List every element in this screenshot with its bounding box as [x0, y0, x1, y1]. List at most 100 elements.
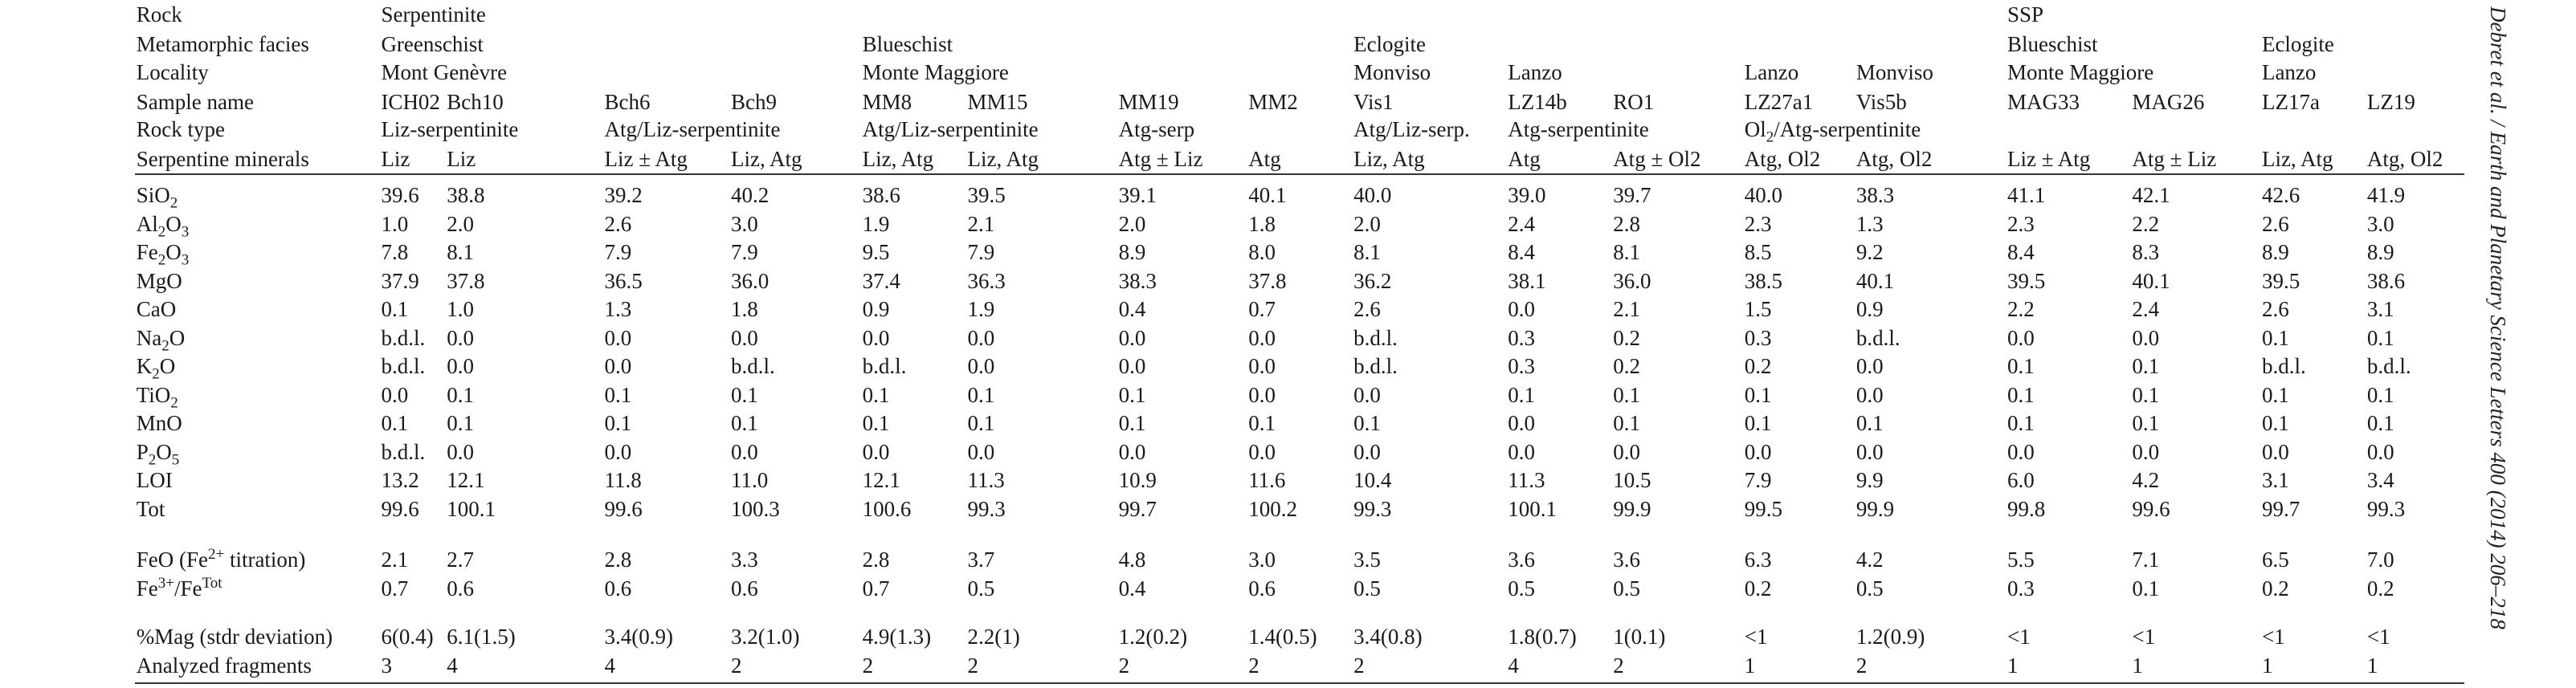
- data-cell: 8.9: [1118, 240, 1146, 265]
- data-cell: 2.3: [1744, 211, 1772, 236]
- data-cell: 0.6: [1248, 576, 1276, 600]
- data-cell: 3.1: [2366, 297, 2394, 322]
- row-label: TiO2: [136, 381, 178, 410]
- data-cell: 1: [1744, 653, 1756, 678]
- data-cell: 0.0: [1855, 382, 1884, 407]
- header-cell: Liz-serpentinite: [381, 117, 519, 142]
- data-cell: <1: [2261, 625, 2285, 649]
- data-cell: 0.2: [1744, 576, 1772, 600]
- header-cell: Serpentinite: [381, 2, 486, 27]
- data-cell: 6.0: [2007, 468, 2035, 493]
- data-cell: 0.0: [447, 325, 474, 350]
- data-cell: 36.5: [604, 268, 643, 293]
- data-cell: 99.3: [2366, 496, 2406, 521]
- text-part: 2: [148, 451, 157, 469]
- text-part: TiO: [136, 382, 171, 407]
- data-cell: 8.9: [2261, 240, 2289, 265]
- data-cell: b.d.l.: [381, 439, 426, 464]
- data-cell: 0.3: [2007, 576, 2035, 600]
- data-cell: 11.3: [967, 468, 1005, 493]
- header-cell: Ol2/Atg-serpentinite: [1745, 116, 1921, 145]
- data-cell: 36.0: [1613, 268, 1651, 293]
- data-cell: 0.1: [731, 411, 758, 436]
- row-label: Rock: [136, 2, 182, 27]
- header-cell: ICH02: [381, 89, 440, 114]
- data-cell: 37.8: [447, 268, 485, 293]
- text-part: Tot: [202, 574, 222, 592]
- header-cell: Atg, Ol2: [2366, 147, 2443, 172]
- data-cell: 99.6: [381, 496, 419, 521]
- data-cell: 41.1: [2007, 183, 2046, 208]
- data-cell: 0.1: [2366, 325, 2394, 350]
- data-cell: 2.4: [2132, 297, 2160, 322]
- data-cell: 99.7: [2261, 496, 2300, 521]
- data-cell: 39.0: [1508, 183, 1546, 208]
- data-cell: 0.0: [967, 325, 995, 350]
- data-cell: 2.8: [862, 548, 890, 572]
- text-part: /Atg-serpentinite: [1774, 117, 1921, 142]
- data-cell: 1: [2261, 653, 2273, 678]
- data-cell: 0.0: [862, 439, 890, 464]
- data-cell: 39.5: [2007, 268, 2046, 293]
- data-cell: 0.1: [381, 411, 409, 436]
- table-rule: [135, 682, 2464, 684]
- data-cell: 42.1: [2132, 183, 2170, 208]
- data-cell: 0.1: [862, 382, 890, 407]
- data-cell: 0.2: [1613, 354, 1640, 379]
- header-cell: Eclogite: [2261, 32, 2334, 57]
- data-cell: 38.3: [1855, 183, 1895, 208]
- header-cell: Atg/Liz-serpentinite: [862, 117, 1039, 142]
- data-cell: 38.6: [2366, 268, 2406, 293]
- data-cell: 0.1: [2366, 382, 2394, 407]
- data-cell: 100.2: [1248, 496, 1297, 521]
- header-cell: Bch6: [604, 89, 651, 114]
- data-cell: b.d.l.: [2261, 354, 2306, 379]
- data-cell: 0.0: [447, 439, 474, 464]
- data-cell: 0.5: [1508, 576, 1536, 600]
- header-cell: MAG26: [2132, 89, 2205, 114]
- data-cell: 1.8(0.7): [1508, 625, 1577, 649]
- data-cell: 37.4: [862, 268, 900, 293]
- data-cell: b.d.l.: [381, 325, 426, 350]
- data-cell: 0.5: [1353, 576, 1381, 600]
- text-part: 2: [169, 194, 178, 212]
- data-cell: 3.4(0.9): [604, 625, 674, 649]
- data-cell: 2.6: [2261, 297, 2289, 322]
- data-cell: 0.2: [2261, 576, 2289, 600]
- data-cell: 0.1: [1118, 411, 1146, 436]
- text-part: Fe: [136, 576, 158, 600]
- data-cell: 1.3: [1855, 211, 1884, 236]
- data-cell: 0.0: [1508, 411, 1536, 436]
- text-part: titration): [224, 548, 306, 572]
- data-cell: 1.0: [447, 297, 474, 322]
- data-cell: 0.1: [2261, 382, 2289, 407]
- data-cell: 37.9: [381, 268, 419, 293]
- data-cell: 2.2(1): [967, 625, 1020, 649]
- data-cell: 0.1: [447, 411, 474, 436]
- data-cell: 100.1: [1508, 496, 1557, 521]
- header-cell: Atg/Liz-serpentinite: [604, 117, 781, 142]
- data-cell: 12.1: [447, 468, 485, 493]
- header-cell: Mont Genèvre: [381, 59, 508, 84]
- row-label: Rock type: [136, 117, 225, 142]
- header-cell: LZ14b: [1508, 89, 1567, 114]
- data-cell: 1: [2007, 653, 2019, 678]
- header-cell: Lanzo: [1744, 59, 1799, 84]
- data-cell: 0.1: [447, 382, 474, 407]
- header-cell: LZ27a1: [1744, 89, 1814, 114]
- data-cell: 0.1: [2366, 411, 2394, 436]
- data-cell: 0.1: [1744, 411, 1772, 436]
- data-cell: 0.1: [604, 411, 632, 436]
- data-cell: 4: [447, 653, 458, 678]
- data-cell: 0.1: [2132, 576, 2160, 600]
- row-label: Na2O: [137, 324, 185, 353]
- header-cell: Liz, Atg: [2261, 147, 2333, 172]
- row-label: SiO2: [137, 181, 178, 212]
- data-cell: 0.0: [2132, 439, 2160, 464]
- text-part: 5: [171, 451, 180, 469]
- header-cell: Liz, Atg: [967, 147, 1039, 172]
- data-cell: 8.4: [1508, 240, 1536, 265]
- table-rule: [135, 173, 2464, 175]
- data-cell: 2.6: [604, 211, 632, 236]
- header-cell: Liz, Atg: [1353, 147, 1425, 172]
